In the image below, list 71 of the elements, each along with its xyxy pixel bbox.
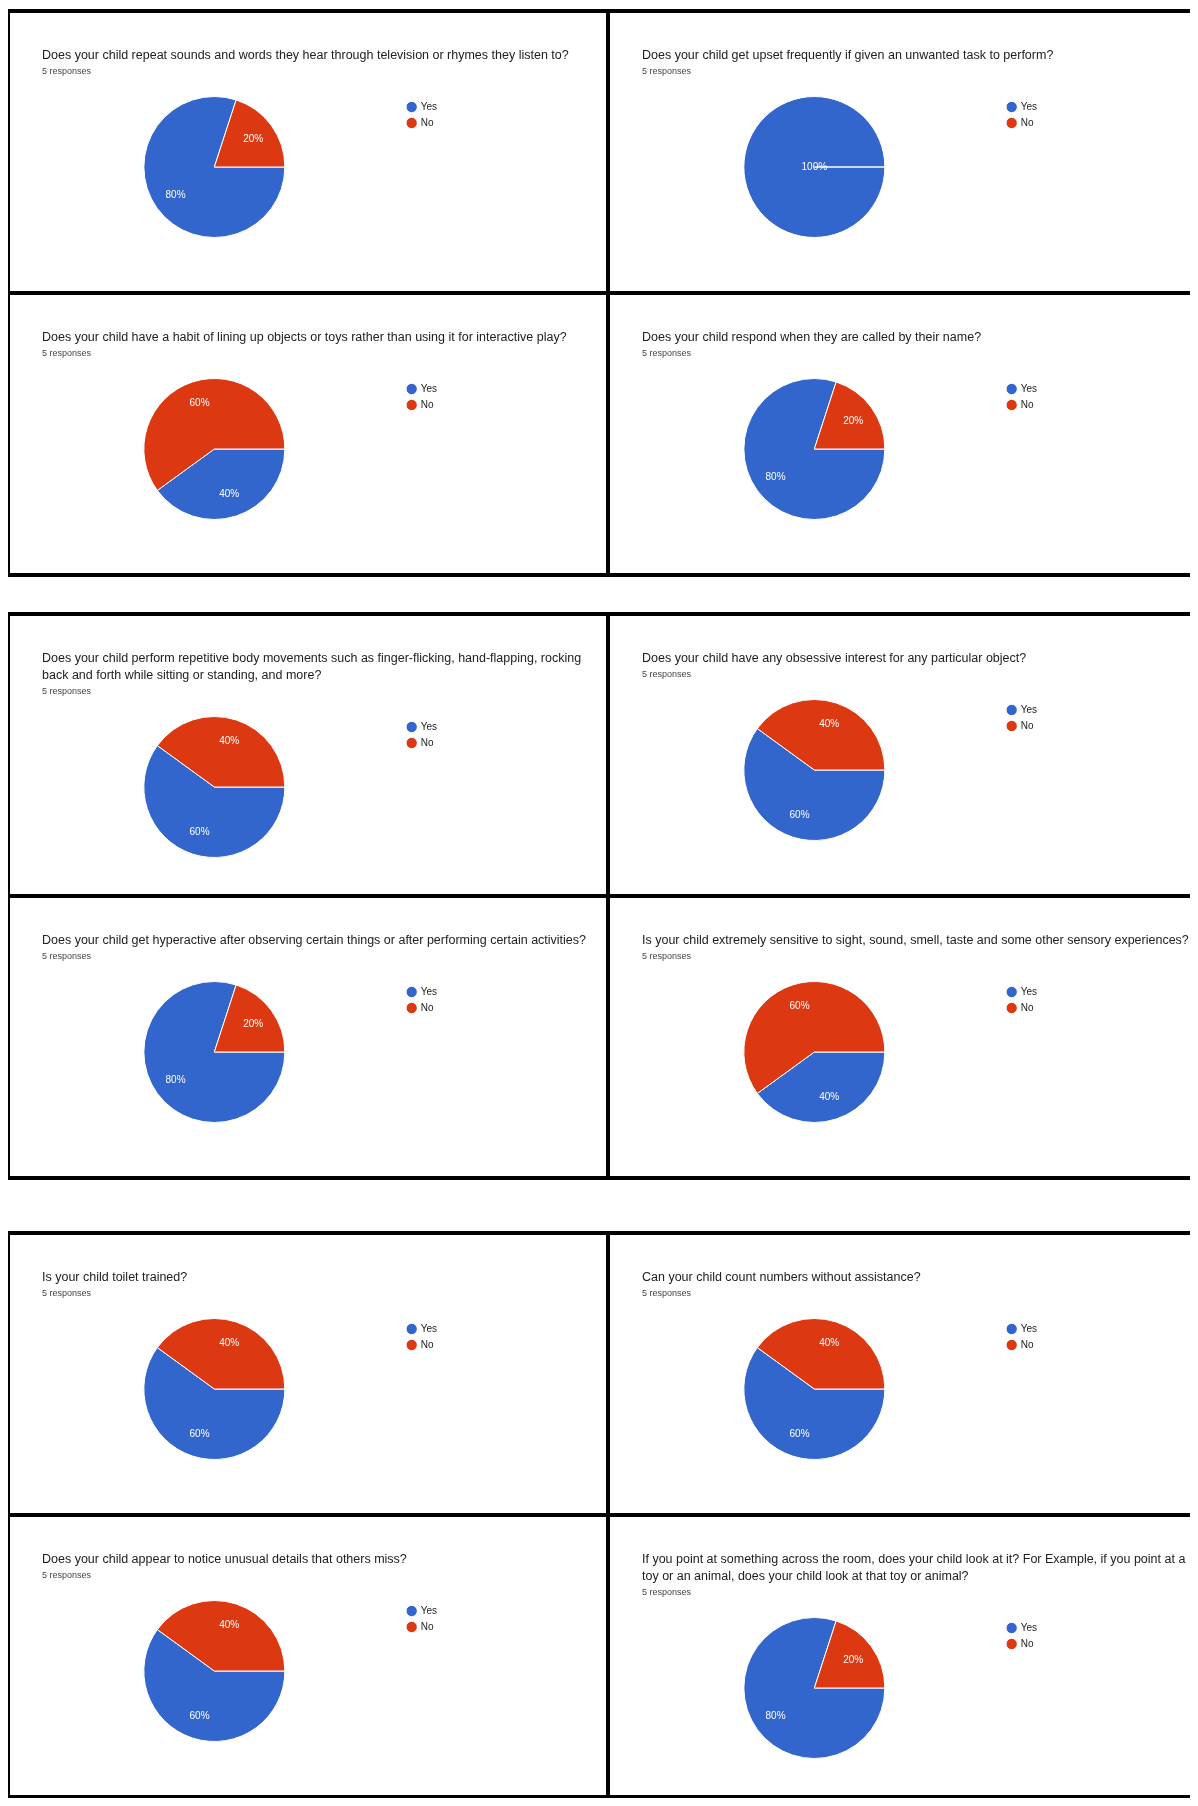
legend-label: Yes: [1020, 1621, 1038, 1633]
data-label: 80%: [165, 188, 186, 200]
data-label: 40%: [219, 1619, 240, 1631]
data-label: 20%: [243, 1017, 264, 1029]
text: 5 responses: [42, 1288, 92, 1298]
data-label: 60%: [189, 397, 210, 409]
text: 5 responses: [42, 66, 92, 76]
chart-title: Does your child perform repetitive body movements such as finger-flicking, hand-flapping, rocking back and forth while sitting or standing, and more?: [42, 650, 583, 684]
chart-title: Does your child get upset frequently if given an unwanted task to perform?: [642, 47, 1055, 64]
legend-label: No: [420, 1620, 434, 1632]
chart-title: Does your child appear to notice unusual details that others miss?: [42, 1551, 408, 1568]
data-label: 20%: [843, 414, 864, 426]
data-label: 40%: [819, 718, 840, 730]
data-label: 40%: [219, 735, 240, 747]
legend-label: No: [420, 116, 434, 128]
legend-label: No: [420, 398, 434, 410]
legend-label: No: [420, 1001, 434, 1013]
text: 5 responses: [42, 686, 92, 696]
text: 5 responses: [642, 66, 692, 76]
legend-label: Yes: [1020, 985, 1038, 997]
chart-title: Does your child respond when they are called by their name?: [642, 329, 983, 346]
text: 5 responses: [42, 951, 92, 961]
data-label: 100%: [801, 160, 828, 172]
data-label: 60%: [189, 1428, 210, 1440]
legend-label: Yes: [420, 382, 438, 394]
data-label: 80%: [765, 1709, 786, 1721]
text: 5 responses: [642, 669, 692, 679]
legend-label: No: [1020, 116, 1034, 128]
legend-label: Yes: [1020, 100, 1038, 112]
text: 5 responses: [642, 951, 692, 961]
legend-label: Yes: [420, 100, 438, 112]
legend-label: Yes: [420, 1604, 438, 1616]
text: 5 responses: [42, 1570, 92, 1580]
legend-label: Yes: [420, 720, 438, 732]
chart-title: Does your child get hyperactive after observing certain things or after performing certain activities?: [42, 932, 587, 949]
legend-label: Yes: [1020, 1322, 1038, 1334]
text: 5 responses: [642, 1288, 692, 1298]
chart-title: Is your child extremely sensitive to sight, sound, smell, taste and some other sensory experiences?: [642, 932, 1190, 949]
chart-title: Does your child repeat sounds and words they hear through television or rhymes they listen to?: [42, 47, 570, 64]
chart-title: If you point at something across the room, does your child look at it? For Example, if you point at a toy or an animal, does your child look at that toy or animal?: [642, 1551, 1187, 1585]
legend-label: No: [1020, 398, 1034, 410]
data-label: 40%: [819, 1091, 840, 1103]
data-label: 80%: [165, 1073, 186, 1085]
data-label: 60%: [189, 1710, 210, 1722]
chart-title: Can your child count numbers without assistance?: [642, 1269, 922, 1286]
legend-label: No: [1020, 1001, 1034, 1013]
data-label: 40%: [819, 1337, 840, 1349]
data-label: 60%: [189, 826, 210, 838]
chart-title: Does your child have any obsessive interest for any particular object?: [642, 650, 1028, 667]
text: 5 responses: [642, 1587, 692, 1597]
legend-label: Yes: [420, 985, 438, 997]
data-label: 80%: [765, 470, 786, 482]
legend-label: No: [1020, 1637, 1034, 1649]
data-label: 40%: [219, 1337, 240, 1349]
text: 5 responses: [642, 348, 692, 358]
legend-label: No: [420, 736, 434, 748]
legend-label: Yes: [1020, 703, 1038, 715]
data-label: 20%: [843, 1653, 864, 1665]
data-label: 60%: [789, 1428, 810, 1440]
legend-label: Yes: [420, 1322, 438, 1334]
data-label: 20%: [243, 132, 264, 144]
text: 5 responses: [42, 348, 92, 358]
legend-label: Yes: [1020, 382, 1038, 394]
chart-title: Does your child have a habit of lining up objects or toys rather than using it for interactive play?: [42, 329, 568, 346]
data-label: 60%: [789, 1000, 810, 1012]
legend-label: No: [1020, 719, 1034, 731]
data-label: 60%: [789, 809, 810, 821]
legend-label: No: [1020, 1338, 1034, 1350]
chart-title: Is your child toilet trained?: [42, 1269, 189, 1286]
data-label: 40%: [219, 488, 240, 500]
legend-label: No: [420, 1338, 434, 1350]
